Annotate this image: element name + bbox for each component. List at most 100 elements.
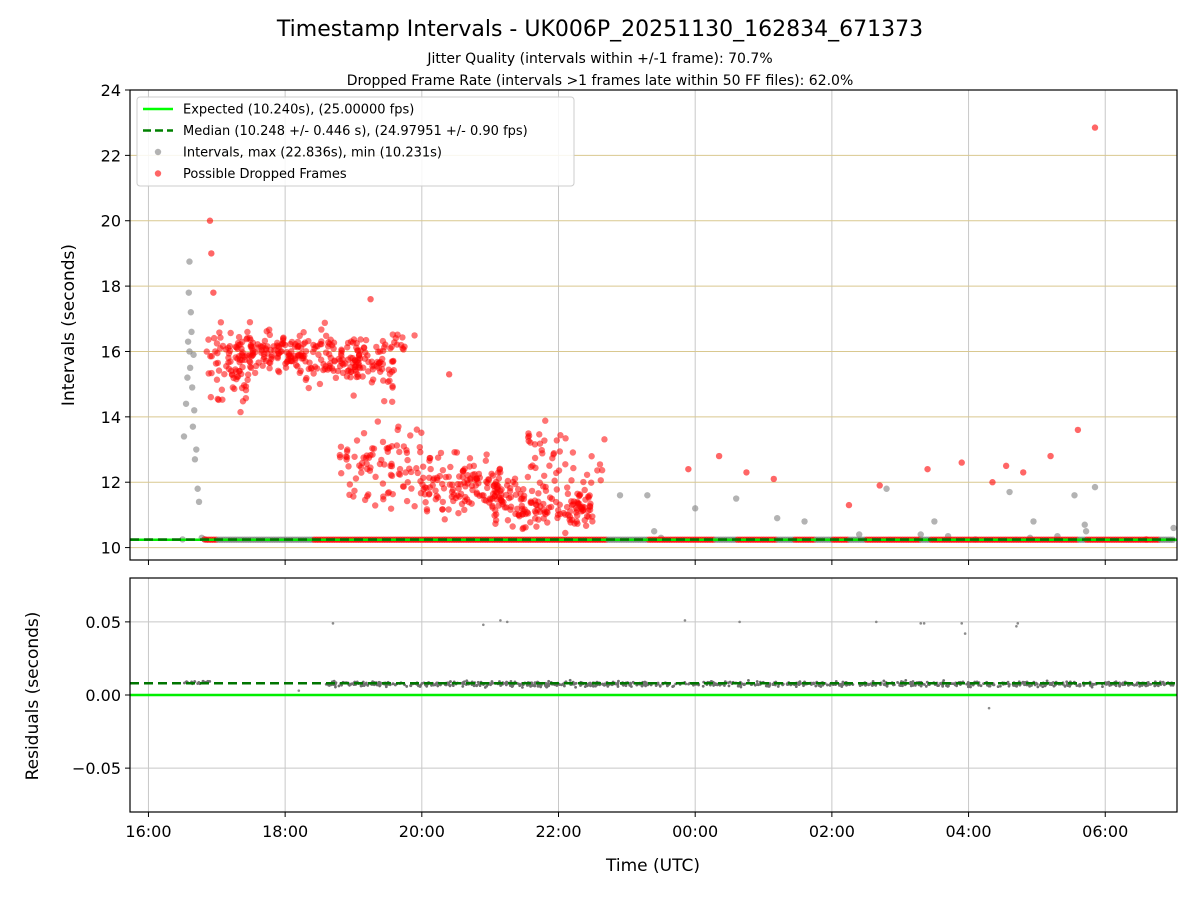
residual-point — [616, 685, 620, 688]
dropped-frame-point — [305, 337, 312, 345]
dropped-frame-point — [514, 505, 521, 513]
dropped-frame-point — [216, 329, 223, 336]
dropped-frame-point — [385, 489, 393, 496]
dropped-frame-point — [426, 484, 434, 491]
dropped-frame-point — [351, 453, 358, 460]
legend-label: Median (10.248 +/- 0.446 s), (24.97951 +… — [183, 124, 528, 139]
dropped-frame-point — [511, 475, 519, 482]
dropped-frame-point — [274, 347, 281, 355]
dropped-frame-point — [445, 506, 452, 513]
dropped-frame-point — [404, 456, 411, 464]
residual-point — [874, 683, 878, 687]
residual-point — [560, 683, 563, 687]
residual-point — [435, 681, 439, 685]
dropped-frame-point — [226, 347, 234, 355]
dropped-frame-point — [447, 463, 454, 471]
dropped-frame-point — [550, 450, 558, 457]
dropped-frame-point — [542, 417, 549, 424]
dropped-frame-point — [420, 486, 427, 493]
dropped-frame-point — [244, 334, 251, 342]
dropped-frame-point — [562, 461, 569, 468]
data-point — [917, 531, 924, 538]
residual-point — [483, 685, 487, 689]
data-point — [188, 384, 196, 391]
dropped-frame-point — [215, 367, 223, 374]
dropped-frame-point — [357, 336, 364, 343]
dropped-frame-point — [237, 408, 244, 416]
data-point — [1091, 124, 1099, 131]
data-point — [1081, 521, 1088, 528]
data-point — [190, 351, 197, 358]
dropped-frame-point — [221, 370, 228, 378]
residual-point — [1065, 682, 1069, 686]
dropped-frame-point — [531, 454, 539, 462]
dropped-frame-point — [212, 348, 219, 355]
dropped-frame-point — [345, 463, 352, 470]
dropped-frame-point — [533, 523, 540, 530]
dropped-frame-point — [495, 475, 503, 482]
residual-point — [574, 685, 577, 689]
dropped-frame-point — [358, 469, 365, 476]
residual-point — [727, 684, 731, 688]
dropped-frame-point — [315, 351, 322, 358]
residual-point — [589, 684, 592, 688]
x-tick-label: 04:00 — [946, 822, 992, 841]
residual-point — [1078, 682, 1082, 686]
residual-point — [723, 684, 726, 687]
residual-point — [1006, 680, 1010, 684]
residual-point — [391, 682, 395, 686]
data-point — [801, 518, 808, 525]
residual-point — [448, 683, 452, 687]
dropped-frame-point — [351, 357, 359, 364]
residual-point — [476, 680, 480, 684]
dropped-frame-point — [381, 344, 388, 351]
residual-point — [909, 680, 913, 684]
legend-label: Intervals, max (22.836s), min (10.231s) — [183, 146, 442, 161]
residual-point — [966, 685, 970, 689]
dropped-frame-point — [541, 437, 548, 444]
legend-swatch-marker — [154, 148, 162, 156]
dropped-frame-point — [252, 362, 260, 370]
dropped-frame-point — [380, 496, 387, 503]
dropped-frame-point — [384, 378, 392, 385]
dropped-frame-point — [332, 374, 340, 382]
data-point — [960, 622, 964, 625]
residual-point — [1118, 684, 1121, 687]
residual-point — [409, 684, 413, 687]
residual-point — [640, 684, 644, 688]
dropped-frame-point — [430, 475, 438, 482]
residual-point — [602, 682, 606, 686]
dropped-frame-point — [563, 484, 571, 491]
dropped-frame-point — [586, 503, 594, 511]
data-point — [185, 289, 192, 296]
residual-point — [814, 684, 818, 688]
data-point — [1047, 452, 1054, 460]
data-point — [1015, 624, 1018, 628]
dropped-frame-point — [385, 366, 392, 373]
dropped-frame-point — [446, 481, 454, 488]
residual-point — [986, 683, 989, 687]
dropped-frame-point — [363, 460, 370, 467]
dropped-frame-point — [306, 359, 313, 366]
dropped-frame-point — [588, 479, 595, 486]
dropped-frame-point — [379, 337, 387, 345]
dropped-frame-point — [403, 497, 411, 505]
dropped-frame-point — [233, 375, 240, 383]
dropped-frame-point — [555, 467, 563, 474]
dropped-frame-point — [408, 485, 415, 492]
dropped-frame-point — [305, 384, 312, 392]
dropped-frame-point — [370, 445, 378, 452]
dropped-frame-point — [214, 359, 222, 367]
data-point — [367, 295, 374, 303]
residual-point — [644, 684, 647, 688]
residual-point — [378, 683, 382, 687]
dropped-frame-point — [244, 328, 251, 336]
dropped-frame-point — [437, 449, 445, 457]
data-point — [743, 469, 750, 476]
dropped-frame-point — [350, 392, 357, 399]
data-point — [691, 505, 699, 512]
dropped-frame-point — [259, 362, 266, 369]
dropped-frame-point — [362, 336, 370, 344]
residual-point — [332, 679, 336, 683]
